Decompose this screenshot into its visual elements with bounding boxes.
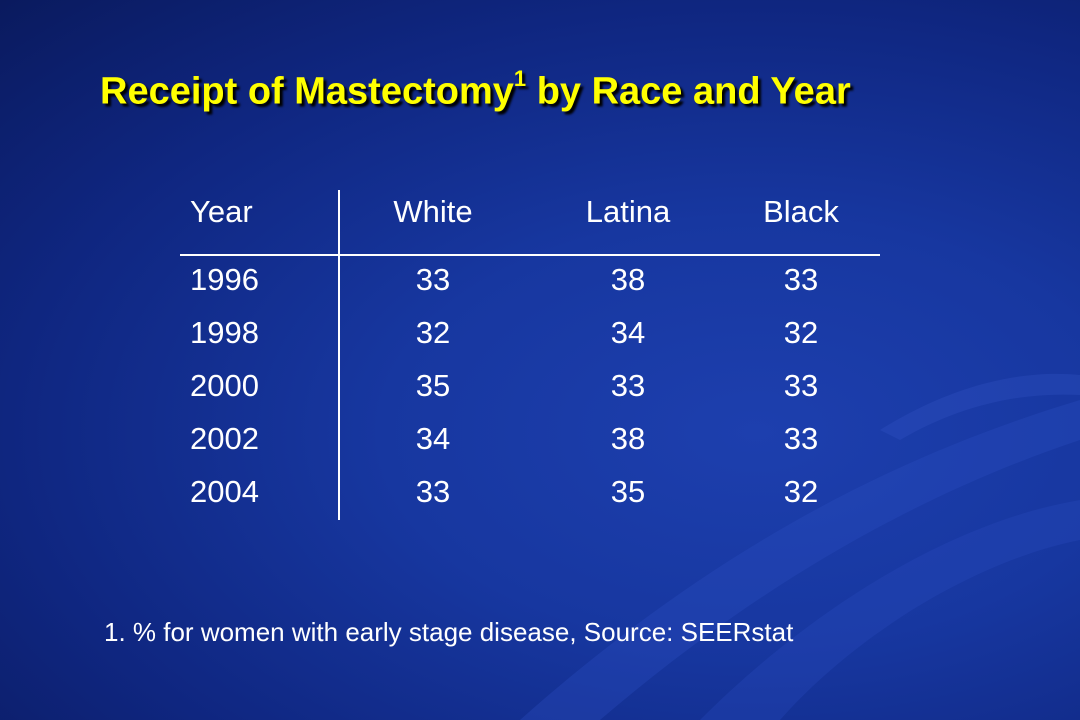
table-cell-black: 33: [783, 262, 819, 297]
table-cell-white: 34: [415, 421, 451, 456]
slide-title-rest: by Race and Year: [526, 70, 851, 113]
column-header-white: White: [393, 194, 473, 229]
table-cell-black: 33: [783, 421, 819, 456]
table-cell-white: 33: [415, 474, 451, 509]
table-cell-year: 2004: [190, 474, 259, 509]
table-cell-latina: 34: [610, 315, 646, 350]
table-cell-year: 1996: [190, 262, 259, 297]
table-vertical-divider: [338, 190, 340, 520]
table-cell-latina: 38: [610, 262, 646, 297]
slide-title-superscript: 1: [513, 66, 527, 91]
table-cell-white: 32: [415, 315, 451, 350]
table-cell-latina: 38: [610, 421, 646, 456]
table-cell-year: 2000: [190, 368, 259, 403]
table-cell-latina: 33: [610, 368, 646, 403]
column-header-black: Black: [763, 194, 839, 229]
column-header-year: Year: [190, 194, 253, 229]
table-header-divider: [180, 254, 880, 256]
table-cell-white: 33: [415, 262, 451, 297]
table-cell-year: 1998: [190, 315, 259, 350]
column-header-latina: Latina: [585, 194, 671, 229]
table-cell-black: 32: [783, 474, 819, 509]
table-cell-black: 32: [783, 315, 819, 350]
slide-title: Receipt of Mastectomy1 by Race and Year: [100, 66, 851, 114]
table-cell-year: 2002: [190, 421, 259, 456]
table-cell-white: 35: [415, 368, 451, 403]
table-cell-latina: 35: [610, 474, 646, 509]
footnote: 1. % for women with early stage disease,…: [104, 617, 794, 647]
table-cell-black: 33: [783, 368, 819, 403]
slide-title-main: Receipt of Mastectomy: [100, 70, 514, 113]
mastectomy-table: Year White Latina Black 1996 33 38 33 1998 32 34 32…: [178, 190, 882, 522]
